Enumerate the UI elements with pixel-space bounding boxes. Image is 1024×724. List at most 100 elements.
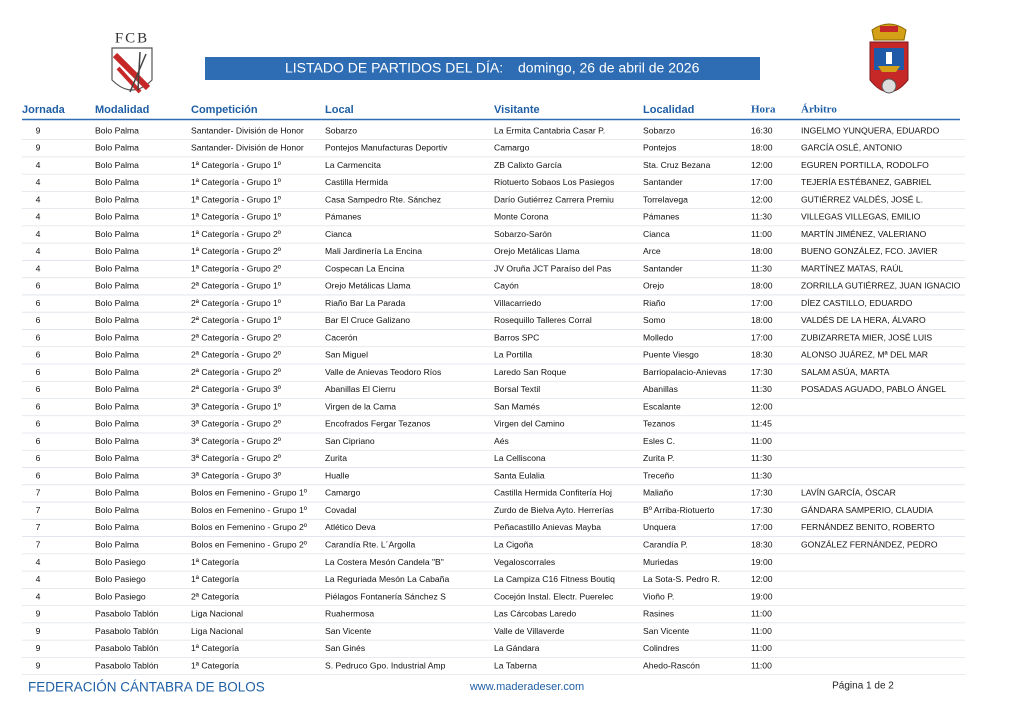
arbitro-cell: GUTIÉRREZ VALDÉS, JOSÉ L. <box>801 194 923 204</box>
localidad-cell: Zurita P. <box>643 453 674 463</box>
hora-cell: 16:30 <box>751 125 773 135</box>
modalidad-cell: Bolo Palma <box>95 315 139 325</box>
jornada-cell: 7 <box>36 522 41 532</box>
localidad-cell: Rasines <box>643 609 674 619</box>
arbitro-cell: ZORRILLA GUTIÉRREZ, JUAN IGNACIO <box>801 281 961 291</box>
hora-cell: 18:30 <box>751 540 773 550</box>
hora-cell: 11:00 <box>751 436 772 446</box>
hora-cell: 18:00 <box>751 315 773 325</box>
modalidad-cell: Bolo Palma <box>95 419 139 429</box>
jornada-cell: 7 <box>36 505 41 515</box>
arbitro-cell: ALONSO JUÁREZ, Mª DEL MAR <box>801 350 928 360</box>
competicion-cell: Liga Nacional <box>191 626 243 636</box>
competicion-cell: 2ª Categoría - Grupo 2º <box>191 332 282 342</box>
local-cell: La Carmencita <box>325 160 381 170</box>
visitante-cell: ZB Calixto García <box>494 160 562 170</box>
competicion-cell: 1ª Categoría - Grupo 1º <box>191 212 282 222</box>
hora-cell: 11:00 <box>751 609 772 619</box>
hora-cell: 12:00 <box>751 160 773 170</box>
column-header: Jornada <box>22 104 66 116</box>
hora-cell: 18:30 <box>751 350 773 360</box>
modalidad-cell: Bolo Palma <box>95 401 139 411</box>
visitante-cell: Laredo San Roque <box>494 367 566 377</box>
hora-cell: 11:00 <box>751 643 772 653</box>
modalidad-cell: Bolo Palma <box>95 332 139 342</box>
jornada-cell: 9 <box>36 125 41 135</box>
visitante-cell: Vegaloscorrales <box>494 557 555 567</box>
localidad-cell: Sta. Cruz Bezana <box>643 160 711 170</box>
local-cell: Hualle <box>325 470 350 480</box>
competicion-cell: 1ª Categoría - Grupo 1º <box>191 177 282 187</box>
hora-cell: 17:00 <box>751 177 773 187</box>
localidad-cell: Molledo <box>643 332 673 342</box>
visitante-cell: La Portilla <box>494 350 532 360</box>
competicion-cell: 3ª Categoría - Grupo 2º <box>191 453 282 463</box>
visitante-cell: La Cigoña <box>494 540 533 550</box>
localidad-cell: Puente Viesgo <box>643 350 699 360</box>
jornada-cell: 7 <box>36 488 41 498</box>
modalidad-cell: Bolo Palma <box>95 125 139 135</box>
visitante-cell: Peñacastillo Anievas Mayba <box>494 522 601 532</box>
footer-page: Página 1 de 2 <box>832 681 894 692</box>
visitante-cell: Orejo Metálicas Llama <box>494 246 580 256</box>
column-header: Hora <box>751 104 776 116</box>
local-cell: Camargo <box>325 488 361 498</box>
competicion-cell: 1ª Categoría - Grupo 1º <box>191 194 282 204</box>
jornada-cell: 4 <box>36 246 41 256</box>
local-cell: Carandía Rte. L´Argolla <box>325 540 416 550</box>
modalidad-cell: Pasabolo Tablón <box>95 609 159 619</box>
visitante-cell: La Campiza C16 Fitness Boutiq <box>494 574 615 584</box>
competicion-cell: 2ª Categoría - Grupo 1º <box>191 298 282 308</box>
arbitro-cell: MARTÍN JIMÉNEZ, VALERIANO <box>801 229 927 239</box>
hora-cell: 19:00 <box>751 557 773 567</box>
competicion-cell: 1ª Categoría <box>191 660 239 670</box>
modalidad-cell: Bolo Pasiego <box>95 591 146 601</box>
visitante-cell: Santa Eulalia <box>494 470 545 480</box>
local-cell: S. Pedruco Gpo. Industrial Amp <box>325 660 446 670</box>
local-cell: Casa Sampedro Rte. Sánchez <box>325 194 441 204</box>
localidad-cell: Torrelavega <box>643 194 688 204</box>
local-cell: San Ginés <box>325 643 365 653</box>
competicion-cell: Bolos en Femenino - Grupo 1º <box>191 505 308 515</box>
localidad-cell: Abanillas <box>643 384 678 394</box>
visitante-cell: La Gándara <box>494 643 540 653</box>
arbitro-cell: BUENO GONZÁLEZ, FCO. JAVIER <box>801 246 937 256</box>
visitante-cell: Cayón <box>494 281 519 291</box>
hora-cell: 17:30 <box>751 505 773 515</box>
hora-cell: 18:00 <box>751 143 773 153</box>
localidad-cell: Pámanes <box>643 212 679 222</box>
visitante-cell: La Celliscona <box>494 453 546 463</box>
visitante-cell: La Taberna <box>494 660 537 670</box>
competicion-cell: Santander- División de Honor <box>191 143 304 153</box>
hora-cell: 11:00 <box>751 229 772 239</box>
local-cell: Bar El Cruce Galizano <box>325 315 410 325</box>
modalidad-cell: Bolo Palma <box>95 263 139 273</box>
title-bar <box>205 57 760 80</box>
competicion-cell: 1ª Categoría <box>191 557 239 567</box>
hora-cell: 11:30 <box>751 470 772 480</box>
arbitro-cell: EGUREN PORTILLA, RODOLFO <box>801 160 929 170</box>
arbitro-cell: MARTÍNEZ MATAS, RAÚL <box>801 263 903 273</box>
jornada-cell: 4 <box>36 591 41 601</box>
competicion-cell: 1ª Categoría - Grupo 2º <box>191 263 282 273</box>
modalidad-cell: Bolo Palma <box>95 281 139 291</box>
competicion-cell: 1ª Categoría <box>191 643 239 653</box>
jornada-cell: 6 <box>36 367 41 377</box>
arbitro-cell: VILLEGAS VILLEGAS, EMILIO <box>801 212 921 222</box>
local-cell: Sobarzo <box>325 125 357 135</box>
local-cell: Cianca <box>325 229 352 239</box>
localidad-cell: Riaño <box>643 298 666 308</box>
jornada-cell: 6 <box>36 332 41 342</box>
visitante-cell: Valle de Villaverde <box>494 626 565 636</box>
hora-cell: 17:30 <box>751 367 773 377</box>
local-cell: Piélagos Fontanería Sánchez S <box>325 591 446 601</box>
hora-cell: 11:00 <box>751 660 772 670</box>
visitante-cell: Monte Corona <box>494 212 549 222</box>
hora-cell: 18:00 <box>751 246 773 256</box>
hora-cell: 12:00 <box>751 194 773 204</box>
modalidad-cell: Bolo Palma <box>95 470 139 480</box>
hora-cell: 11:30 <box>751 453 772 463</box>
column-header: Modalidad <box>95 104 149 116</box>
arbitro-cell: TEJERÍA ESTÉBANEZ, GABRIEL <box>801 177 932 187</box>
